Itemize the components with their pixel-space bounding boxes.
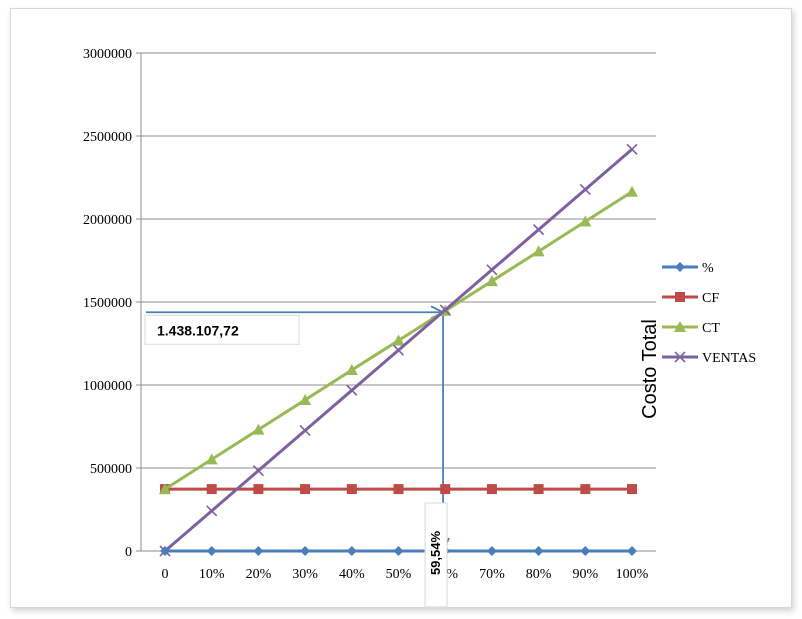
y-tick-label: 0 bbox=[125, 545, 132, 560]
data-point-ct bbox=[205, 453, 218, 465]
data-point-ventas bbox=[533, 224, 545, 236]
legend-marker-cf bbox=[675, 292, 685, 302]
data-point-ventas bbox=[392, 344, 405, 356]
data-point-ct bbox=[485, 275, 498, 287]
data-point-ct bbox=[392, 334, 405, 346]
legend-label-ct: CT bbox=[702, 321, 720, 336]
x-tick-label: 80% bbox=[526, 567, 552, 582]
y-tick-label: 3000000 bbox=[83, 47, 132, 62]
data-point-cf bbox=[440, 484, 451, 495]
legend-marker-pct bbox=[675, 262, 685, 272]
data-point-pct bbox=[627, 546, 637, 556]
x-tick-label: 100% bbox=[616, 567, 649, 582]
x-tick-label: 30% bbox=[292, 567, 318, 582]
y-tick-label: 1500000 bbox=[83, 296, 132, 311]
data-point-pct bbox=[160, 546, 170, 556]
y-tick-label: 2000000 bbox=[83, 213, 132, 228]
x-tick-label: 20% bbox=[246, 567, 272, 582]
break-even-value-label: 1.438.107,72 bbox=[157, 322, 239, 338]
data-point-pct bbox=[300, 546, 311, 556]
data-point-cf bbox=[346, 484, 357, 495]
data-point-ct bbox=[299, 393, 312, 405]
data-point-cf bbox=[486, 484, 497, 495]
data-point-ct bbox=[626, 185, 638, 197]
y-tick-label: 2500000 bbox=[83, 130, 132, 145]
chart-svg: 0 500000 1000000 1500000 2000000 2500000 30000… bbox=[83, 47, 756, 608]
data-point-ct bbox=[252, 423, 265, 435]
x-tick-label: 40% bbox=[339, 567, 365, 582]
y-tick-label: 500000 bbox=[90, 462, 132, 477]
x-tick-label: 50% bbox=[386, 567, 412, 582]
data-point-ventas bbox=[299, 424, 311, 437]
legend-marker-ventas bbox=[674, 351, 686, 363]
data-point-cf bbox=[533, 484, 544, 495]
data-point-cf bbox=[300, 484, 311, 495]
legend-label-cf: CF bbox=[702, 291, 719, 306]
y-axis-title: Costo Total bbox=[639, 319, 661, 419]
legend-label-ventas: VENTAS bbox=[702, 351, 756, 366]
x-tick-label: 70% bbox=[479, 567, 505, 582]
data-point-cf bbox=[627, 484, 637, 495]
data-point-ventas bbox=[346, 384, 358, 396]
data-point-cf bbox=[206, 484, 217, 495]
data-point-cf bbox=[253, 484, 264, 495]
data-point-ct bbox=[345, 364, 358, 376]
y-tick-label: 1000000 bbox=[83, 379, 132, 394]
x-tick-label: 10% bbox=[199, 567, 225, 582]
data-point-pct bbox=[253, 546, 264, 556]
data-point-pct bbox=[533, 546, 544, 556]
break-even-percent-label: 59,54% bbox=[428, 531, 443, 576]
data-point-cf bbox=[393, 484, 404, 495]
break-even-value-box bbox=[144, 314, 300, 345]
horizontal-arrowhead-top bbox=[430, 305, 444, 314]
data-point-ventas bbox=[252, 465, 264, 477]
data-point-ventas bbox=[439, 304, 451, 316]
legend-label-pct: % bbox=[702, 261, 714, 276]
data-point-ct bbox=[532, 245, 545, 257]
data-point-pct bbox=[346, 546, 357, 556]
x-tick-label: 0 bbox=[162, 567, 169, 582]
data-point-pct bbox=[580, 546, 591, 556]
data-point-ventas bbox=[579, 183, 591, 196]
data-point-pct bbox=[206, 546, 217, 556]
data-point-ventas bbox=[486, 264, 498, 276]
data-point-cf bbox=[580, 484, 591, 495]
legend-marker-ct bbox=[674, 321, 686, 332]
data-point-ct bbox=[159, 483, 171, 495]
chart-frame: 0 500000 1000000 1500000 2000000 2500000 30000… bbox=[10, 8, 792, 608]
data-point-ventas bbox=[626, 143, 638, 155]
data-point-ventas bbox=[206, 505, 218, 517]
data-point-ct bbox=[579, 215, 592, 227]
data-point-pct bbox=[393, 546, 404, 556]
x-tick-label: 90% bbox=[572, 567, 598, 582]
data-point-pct bbox=[486, 546, 497, 556]
